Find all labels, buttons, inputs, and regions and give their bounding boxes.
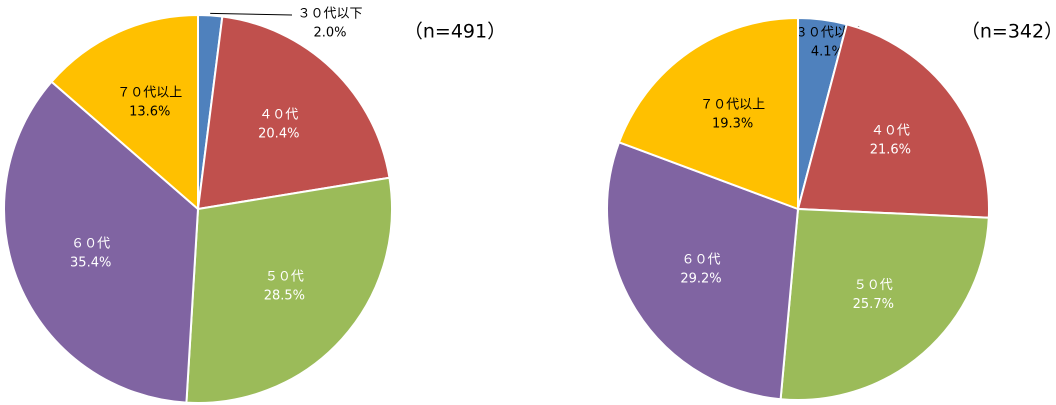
chart-title: （n=491） [404,21,506,43]
slice-value: 25.7% [853,297,894,312]
slice-value: 29.2% [680,272,721,287]
pie-slice [606,140,800,401]
slice-label: ６０代 [71,237,110,252]
slice-value: 21.6% [870,143,911,158]
pie-slice [796,23,990,219]
slice-label: ５０代 [265,269,304,284]
pie-slice [196,15,391,211]
slice-value: 4.1% [811,45,844,60]
slice-value: 35.4% [70,256,111,271]
pie-slice [185,176,393,404]
leader-line [210,12,293,16]
slice-value: 20.4% [258,127,299,142]
slice-value: 2.0% [313,26,346,41]
pie-slice [617,16,799,211]
pie-slice [50,13,199,212]
slice-label: ４０代 [871,124,910,139]
slice-value: 13.6% [129,105,170,120]
slice-label: ７０代以上 [700,97,765,112]
slice-value: 28.5% [264,288,305,303]
slice-label: ３０代以下 [297,7,362,22]
slice-label: ４０代 [259,108,298,123]
chart-title: （n=342） [961,21,1056,43]
pie-slice [3,80,200,404]
slice-label: ６０代 [681,253,720,268]
slice-label: ７０代以上 [117,86,182,101]
slice-value: 19.3% [712,116,753,131]
slice-label: ５０代 [854,278,893,293]
pie-slice [779,207,990,401]
